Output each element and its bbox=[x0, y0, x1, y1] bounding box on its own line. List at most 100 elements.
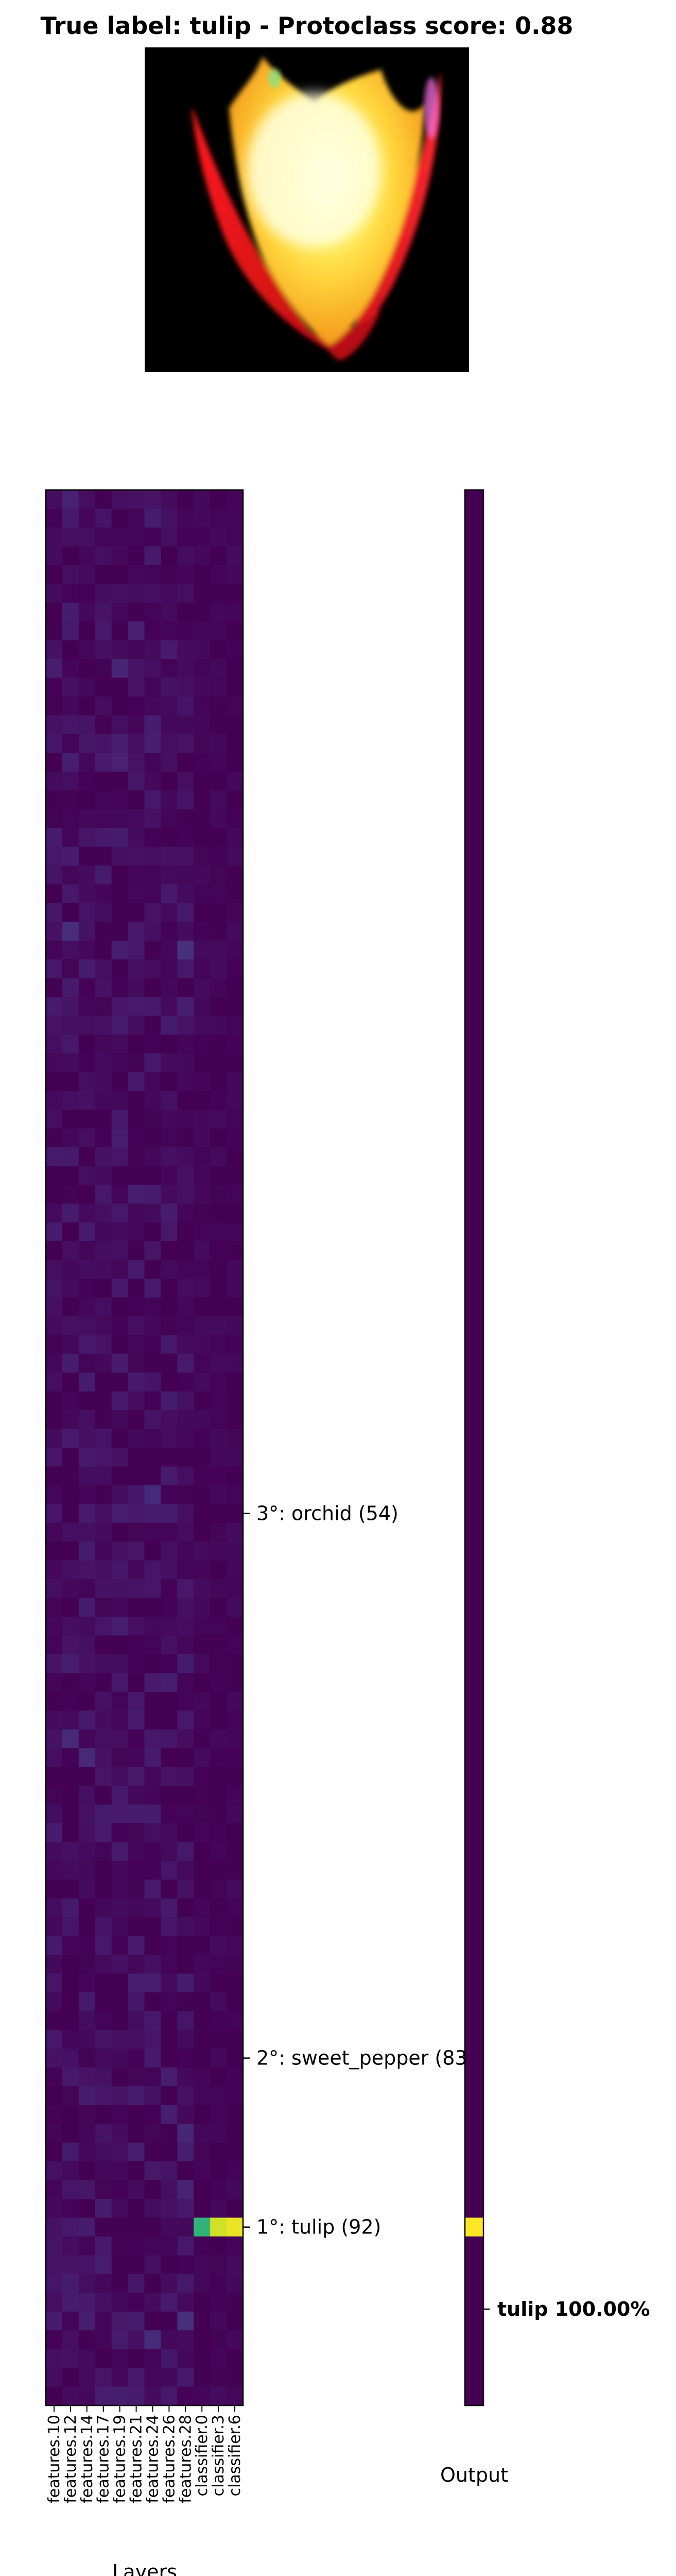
heatmap-cell bbox=[62, 2293, 79, 2312]
heatmap-cell bbox=[62, 1015, 79, 1035]
heatmap-cell bbox=[128, 734, 145, 753]
heatmap-cell bbox=[78, 1128, 96, 1148]
heatmap-cell bbox=[144, 2311, 162, 2331]
heatmap-cell bbox=[46, 1823, 63, 1843]
heatmap-cell bbox=[111, 2236, 129, 2256]
heatmap-cell bbox=[111, 640, 129, 659]
output-cell bbox=[465, 1898, 483, 1918]
heatmap-cell bbox=[210, 790, 227, 810]
heatmap-cell bbox=[210, 809, 227, 828]
output-cell bbox=[465, 1091, 483, 1110]
heatmap-cell bbox=[128, 2368, 145, 2387]
output-cell bbox=[465, 1222, 483, 1242]
heatmap-cell bbox=[46, 1260, 63, 1279]
heatmap-cell bbox=[161, 1617, 178, 1636]
heatmap-cell bbox=[62, 1053, 79, 1073]
heatmap-cell bbox=[46, 1316, 63, 1335]
heatmap-cell bbox=[111, 1147, 129, 1166]
heatmap-cell bbox=[95, 1598, 112, 1617]
heatmap-cell bbox=[111, 2217, 129, 2237]
output-cell bbox=[465, 2029, 483, 2049]
heatmap-cell bbox=[111, 828, 129, 848]
heatmap-cell bbox=[177, 2048, 194, 2068]
heatmap-cell bbox=[161, 1448, 178, 1467]
heatmap-cell bbox=[144, 771, 162, 791]
heatmap-cell bbox=[227, 1278, 244, 1298]
output-cell bbox=[465, 2255, 483, 2275]
heatmap-cell bbox=[227, 1297, 244, 1317]
heatmap-cell bbox=[46, 1598, 63, 1617]
heatmap-cell bbox=[128, 2311, 145, 2331]
heatmap-cell bbox=[78, 602, 96, 622]
heatmap-cell bbox=[111, 509, 129, 528]
heatmap-cell bbox=[177, 734, 194, 753]
heatmap-cell bbox=[227, 1504, 244, 1523]
heatmap-cell bbox=[177, 1128, 194, 1148]
heatmap-cell bbox=[111, 2180, 129, 2199]
heatmap-cell bbox=[194, 509, 211, 528]
heatmap-cell bbox=[161, 1015, 178, 1035]
heatmap-cell bbox=[95, 1448, 112, 1467]
heatmap-cell bbox=[210, 2293, 227, 2312]
heatmap-cell bbox=[161, 1109, 178, 1129]
heatmap-cell bbox=[161, 1579, 178, 1599]
heatmap-cell bbox=[95, 1898, 112, 1918]
heatmap-cell bbox=[194, 1729, 211, 1749]
heatmap-cell bbox=[161, 1372, 178, 1392]
output-cell bbox=[465, 2311, 483, 2331]
heatmap-cell bbox=[161, 2311, 178, 2331]
heatmap-cell bbox=[46, 1015, 63, 1035]
heatmap-cell bbox=[78, 903, 96, 922]
heatmap-cell bbox=[128, 1204, 145, 1223]
heatmap-cell bbox=[161, 1917, 178, 1937]
heatmap-cell bbox=[95, 1654, 112, 1674]
output-cell bbox=[465, 866, 483, 885]
heatmap-cell bbox=[128, 884, 145, 904]
heatmap-cell bbox=[62, 1241, 79, 1261]
heatmap-cell bbox=[177, 2386, 194, 2406]
heatmap-cell bbox=[194, 1541, 211, 1561]
output-cell bbox=[465, 1485, 483, 1504]
heatmap-cell bbox=[128, 659, 145, 679]
heatmap-cell bbox=[210, 565, 227, 584]
x-tick-label: features.17 bbox=[95, 2415, 113, 2503]
heatmap-cell bbox=[95, 1466, 112, 1486]
output-cell bbox=[465, 1936, 483, 1955]
heatmap-cell bbox=[161, 2161, 178, 2181]
heatmap-cell bbox=[46, 2180, 63, 2199]
heatmap-cell bbox=[95, 1297, 112, 1317]
heatmap-cell bbox=[177, 809, 194, 828]
heatmap-cell bbox=[78, 790, 96, 810]
output-cell bbox=[465, 2086, 483, 2106]
heatmap-cell bbox=[62, 997, 79, 1016]
tulip-flower-image bbox=[145, 47, 469, 372]
heatmap-cell bbox=[128, 1691, 145, 1711]
heatmap-cell bbox=[62, 2217, 79, 2237]
heatmap-cell bbox=[227, 1466, 244, 1486]
heatmap-cell bbox=[177, 1898, 194, 1918]
heatmap-cell bbox=[46, 884, 63, 904]
heatmap-cell bbox=[78, 2124, 96, 2143]
heatmap-cell bbox=[177, 546, 194, 566]
heatmap-cell bbox=[177, 565, 194, 584]
heatmap-cell bbox=[128, 1879, 145, 1899]
heatmap-cell bbox=[194, 1955, 211, 1974]
heatmap-cell bbox=[177, 1786, 194, 1805]
heatmap-cell bbox=[78, 1147, 96, 1166]
heatmap-cell bbox=[78, 1729, 96, 1749]
heatmap-cell bbox=[78, 734, 96, 753]
heatmap-cell bbox=[62, 1598, 79, 1617]
heatmap-cell bbox=[111, 1184, 129, 1204]
heatmap-cell bbox=[177, 527, 194, 547]
heatmap-cell bbox=[95, 2048, 112, 2068]
output-cell bbox=[465, 677, 483, 697]
heatmap-cell bbox=[227, 1353, 244, 1373]
heatmap-cell bbox=[177, 1241, 194, 1261]
heatmap-cell bbox=[78, 565, 96, 584]
x-tick-label: classifier.0 bbox=[193, 2415, 211, 2496]
heatmap-cell bbox=[128, 1654, 145, 1674]
heatmap-cell bbox=[78, 2048, 96, 2068]
heatmap-cell bbox=[210, 490, 227, 510]
heatmap-cell bbox=[95, 1879, 112, 1899]
heatmap-cell bbox=[144, 1560, 162, 1580]
